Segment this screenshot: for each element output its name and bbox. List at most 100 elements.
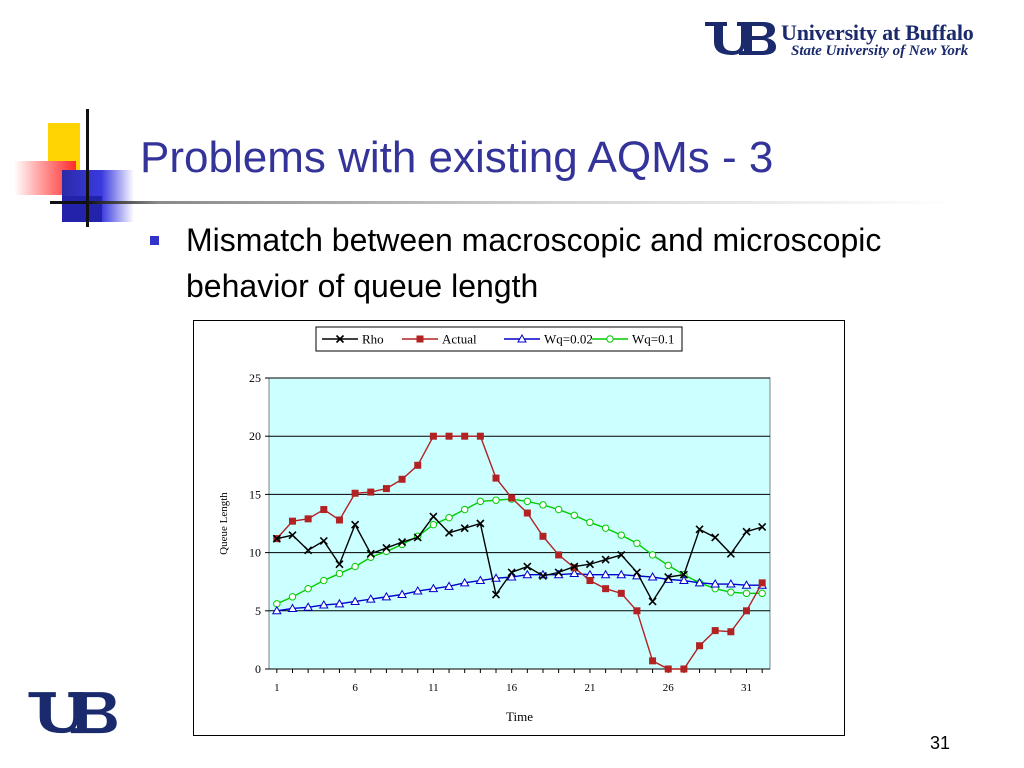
y-axis-title: Queue Length	[218, 492, 230, 555]
point-rho	[382, 543, 391, 553]
point-actual	[288, 517, 296, 525]
point-rho	[507, 568, 516, 577]
point-rho	[679, 570, 688, 579]
point-wq-0-1	[664, 561, 672, 570]
point-actual	[492, 474, 500, 482]
point-wq-0-02	[303, 602, 314, 611]
ub-monogram-icon	[705, 22, 776, 55]
point-wq-0-1	[523, 497, 532, 506]
point-wq-0-1	[335, 569, 344, 578]
point-actual	[743, 607, 751, 615]
point-actual	[664, 665, 672, 673]
point-wq-0-02	[475, 575, 486, 585]
point-wq-0-02	[710, 579, 721, 588]
point-rho	[491, 590, 501, 599]
ub-monogram-icon	[28, 692, 117, 734]
point-actual	[649, 657, 657, 665]
point-wq-0-1	[617, 531, 625, 539]
point-wq-0-02	[679, 575, 689, 585]
point-actual	[351, 489, 359, 497]
point-actual	[696, 642, 704, 650]
point-wq-0-02	[694, 577, 705, 587]
series-line-rho	[276, 515, 763, 603]
x-tick-label: 1	[274, 682, 280, 694]
x-tick-label: 31	[741, 682, 752, 694]
point-wq-0-02	[318, 599, 329, 609]
point-actual	[617, 589, 625, 597]
page-number: 31	[930, 733, 951, 753]
legend-marker-wq-0-1	[606, 335, 614, 343]
point-actual	[304, 515, 312, 523]
point-wq-0-1	[554, 505, 563, 514]
point-rho	[554, 568, 563, 577]
point-actual	[508, 494, 516, 502]
point-wq-0-1	[429, 520, 438, 529]
point-actual	[711, 627, 719, 635]
point-rho	[429, 512, 438, 521]
point-actual	[523, 509, 531, 517]
point-wq-0-02	[365, 594, 376, 603]
legend-label-rho: Rho	[362, 332, 384, 347]
slide-title: Problems with existing AQMs - 3	[140, 133, 774, 182]
point-rho	[523, 562, 532, 571]
legend-marker-wq-0-02	[517, 333, 527, 343]
point-wq-0-02	[725, 579, 736, 588]
point-wq-0-02	[428, 583, 439, 593]
point-wq-0-1	[601, 524, 610, 532]
point-rho	[695, 525, 704, 534]
point-wq-0-1	[476, 497, 485, 506]
queue-length-chart: 0 5 10 15 20 25 1 6 11 16 21 26 31 Time Queue Length Rh…	[193, 320, 845, 736]
legend-marker-actual	[416, 335, 424, 343]
point-rho	[711, 533, 720, 542]
point-rho	[335, 560, 344, 569]
point-wq-0-1	[351, 562, 359, 571]
point-wq-0-1	[492, 496, 500, 504]
point-actual	[429, 432, 437, 440]
point-actual	[586, 577, 594, 585]
point-rho	[444, 528, 454, 537]
point-rho	[304, 546, 313, 555]
point-rho	[585, 560, 595, 569]
x-tick-label: 11	[428, 682, 439, 694]
point-wq-0-02	[616, 569, 627, 579]
point-wq-0-02	[444, 581, 454, 590]
point-wq-0-1	[304, 584, 312, 593]
point-wq-0-02	[506, 572, 517, 581]
ub-logo-bottom	[26, 688, 118, 741]
point-rho	[413, 533, 422, 542]
plot-area	[268, 377, 771, 670]
point-wq-0-02	[271, 605, 282, 615]
point-rho	[288, 531, 297, 540]
point-wq-0-02	[569, 568, 580, 578]
point-actual	[445, 432, 453, 440]
bullet-marker	[150, 236, 159, 245]
legend-label-wq-0-02: Wq=0.02	[544, 332, 593, 347]
point-actual	[461, 432, 469, 440]
point-wq-0-1	[445, 513, 453, 522]
point-rho	[617, 550, 626, 559]
point-wq-0-02	[491, 573, 501, 582]
point-wq-0-02	[334, 598, 345, 608]
legend-label-actual: Actual	[442, 332, 477, 347]
legend-label-wq-0-1: Wq=0.1	[632, 332, 674, 347]
point-rho	[601, 555, 610, 564]
point-wq-0-02	[647, 572, 658, 581]
legend-marker-rho	[335, 334, 345, 344]
point-rho	[538, 571, 548, 580]
decor-dark-blue-square	[62, 196, 102, 222]
point-wq-0-02	[350, 596, 360, 605]
point-actual	[398, 475, 406, 483]
point-wq-0-02	[600, 569, 611, 579]
point-actual	[680, 665, 688, 673]
point-rho	[632, 568, 641, 577]
university-logo: University at Buffalo State University o…	[703, 18, 1003, 62]
point-actual	[602, 585, 610, 593]
point-wq-0-1	[758, 589, 766, 598]
point-wq-0-02	[397, 589, 407, 599]
y-tick-label: 15	[249, 487, 261, 501]
x-tick-label: 16	[506, 682, 518, 694]
point-wq-0-1	[539, 501, 547, 509]
point-rho	[648, 597, 657, 606]
point-wq-0-02	[522, 569, 533, 579]
